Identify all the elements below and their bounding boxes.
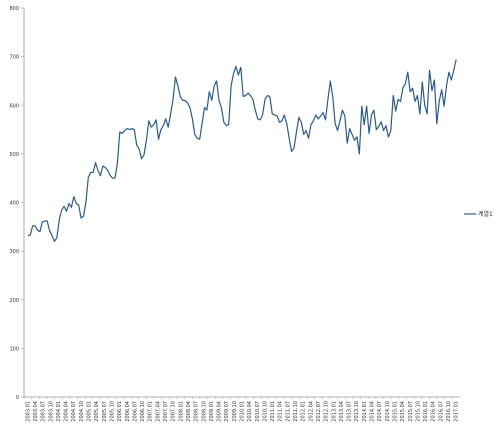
- y-tick-label: 800: [9, 6, 19, 12]
- x-tick-label: 2010.10: [262, 401, 268, 422]
- series-line-1: [27, 59, 457, 242]
- x-tick-label: 2012.04: [308, 401, 314, 422]
- y-tick-label: 700: [9, 55, 19, 61]
- y-tick-label: 0: [16, 395, 19, 401]
- y-tick-label: 600: [9, 103, 19, 109]
- x-tick-label: 2006.01: [117, 401, 123, 422]
- x-tick-label: 2003.10: [48, 401, 54, 422]
- x-tick-label: 2007.07: [163, 401, 169, 422]
- x-tick-label: 2012.01: [301, 401, 307, 422]
- x-tick-label: 2003.04: [33, 401, 39, 422]
- y-axis-ticks: 0 100 200 300 400 500 600 700 800: [9, 6, 24, 401]
- x-tick-label: 2005.07: [102, 401, 108, 422]
- x-tick-label: 2011.04: [278, 401, 284, 422]
- x-tick-label: 2006.07: [132, 401, 138, 422]
- x-tick-label: 2004.10: [79, 401, 85, 422]
- x-tick-label: 2013.07: [347, 401, 353, 422]
- x-tick-label: 2009.07: [224, 401, 230, 422]
- x-tick-label: 2011.10: [293, 401, 299, 422]
- x-tick-label: 2008.01: [178, 401, 184, 422]
- legend: 계열1: [464, 210, 493, 218]
- y-tick-label: 300: [9, 249, 19, 255]
- x-tick-label: 2011.07: [285, 401, 291, 422]
- x-tick-label: 2016.07: [438, 401, 444, 422]
- x-tick-label: 2017.01: [454, 401, 460, 422]
- x-tick-label: 2014.04: [370, 401, 376, 422]
- x-tick-label: 2016.04: [431, 401, 437, 422]
- x-tick-label: 2013.04: [339, 401, 345, 422]
- y-tick-label: 500: [9, 152, 19, 158]
- x-tick-label: 2003.01: [25, 401, 31, 422]
- x-tick-label: 2005.10: [109, 401, 115, 422]
- x-tick-label: 2015.07: [408, 401, 414, 422]
- x-tick-label: 2010.01: [240, 401, 246, 422]
- x-tick-label: 2010.07: [255, 401, 261, 422]
- x-tick-label: 2005.04: [94, 401, 100, 422]
- x-tick-label: 2014.10: [385, 401, 391, 422]
- x-tick-label: 2004.01: [56, 401, 62, 422]
- x-tick-label: 2016.01: [423, 401, 429, 422]
- x-tick-label: 2012.07: [316, 401, 322, 422]
- x-tick-label: 2007.04: [155, 401, 161, 422]
- x-tick-label: 2003.07: [41, 401, 47, 422]
- x-tick-label: 2016.10: [446, 401, 452, 422]
- legend-label: 계열1: [478, 210, 493, 218]
- x-tick-label: 2015.01: [392, 401, 398, 422]
- x-tick-label: 2004.04: [64, 401, 70, 422]
- y-tick-label: 100: [9, 346, 19, 352]
- x-tick-label: 2005.01: [87, 401, 93, 422]
- x-tick-label: 2013.10: [354, 401, 360, 422]
- x-tick-label: 2009.01: [209, 401, 215, 422]
- x-tick-label: 2009.04: [217, 401, 223, 422]
- x-axis-ticks: 2003.01 2003.04 2003.07 2003.10 2004.01 2004.…: [23, 397, 460, 422]
- x-tick-label: 2010.04: [247, 401, 253, 422]
- y-tick-label: 400: [9, 201, 19, 207]
- x-tick-label: 2014.07: [377, 401, 383, 422]
- x-tick-label: 2008.10: [201, 401, 207, 422]
- x-tick-label: 2014.01: [362, 401, 368, 422]
- x-tick-label: 2011.01: [270, 401, 276, 422]
- x-tick-label: 2006.04: [125, 401, 131, 422]
- y-tick-label: 200: [9, 298, 19, 304]
- x-tick-label: 2009.10: [232, 401, 238, 422]
- x-tick-label: 2015.10: [415, 401, 421, 422]
- x-tick-label: 2007.10: [171, 401, 177, 422]
- x-tick-label: 2012.10: [324, 401, 330, 422]
- x-tick-label: 2008.04: [186, 401, 192, 422]
- x-tick-label: 2015.04: [400, 401, 406, 422]
- x-tick-label: 2013.01: [331, 401, 337, 422]
- x-tick-label: 2006.10: [140, 401, 146, 422]
- x-tick-label: 2008.07: [194, 401, 200, 422]
- x-tick-label: 2004.07: [71, 401, 77, 422]
- x-tick-label: 2007.01: [148, 401, 154, 422]
